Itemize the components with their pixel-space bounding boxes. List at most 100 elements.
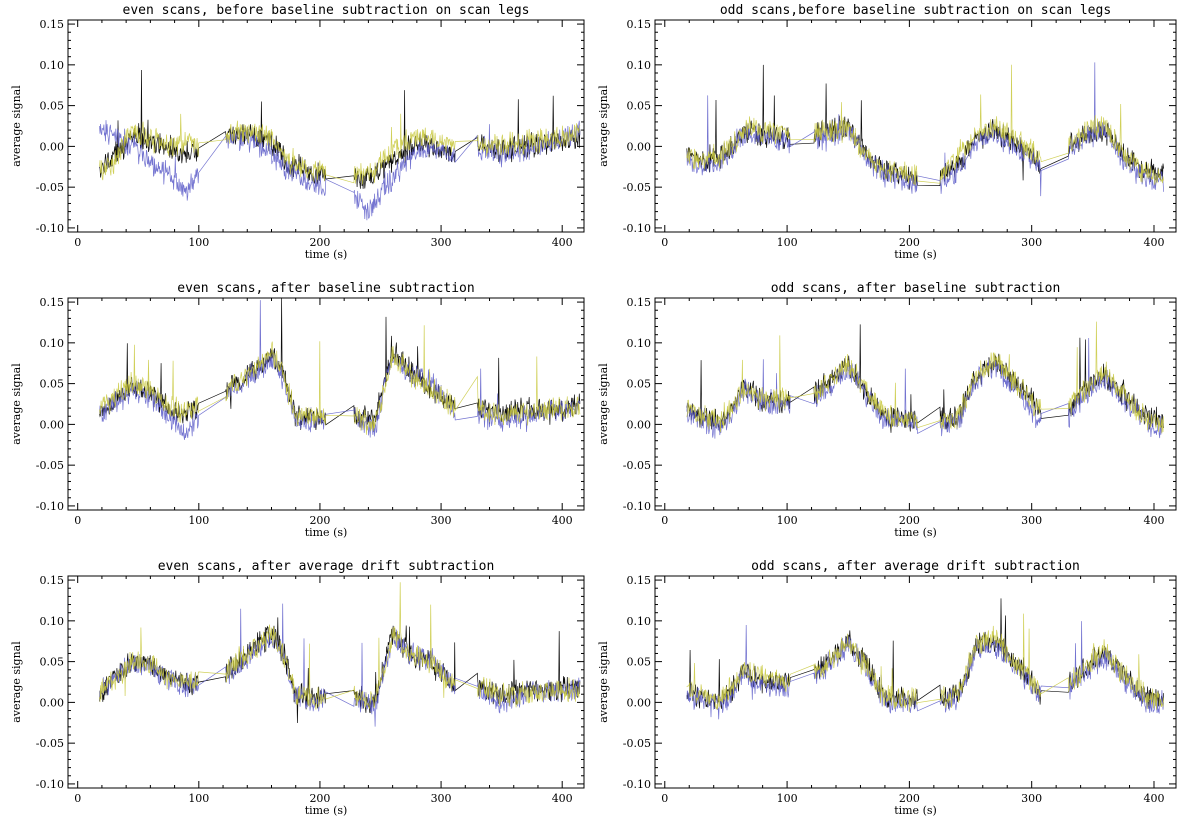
x-tick-label: 400 — [1143, 514, 1164, 527]
x-tick-label: 0 — [74, 236, 81, 249]
y-axis-label: average signal — [597, 363, 610, 445]
plot-frame — [67, 575, 585, 789]
chart-panel-2: odd scans,before baseline subtraction on… — [597, 3, 1177, 261]
series-black-line — [686, 598, 1164, 710]
chart-title: odd scans,before baseline subtraction on… — [720, 3, 1111, 18]
y-tick-label: 0.15 — [40, 574, 65, 587]
y-tick-label: 0.15 — [627, 296, 652, 309]
y-tick-label: 0.05 — [627, 656, 652, 669]
x-tick-label: 0 — [661, 514, 668, 527]
y-tick-label: -0.10 — [623, 500, 651, 513]
y-tick-label: 0.00 — [627, 418, 652, 431]
y-tick-label: 0.15 — [40, 18, 65, 31]
series-yellow-line — [686, 321, 1164, 434]
y-axis-label: average signal — [10, 641, 23, 723]
x-tick-label: 100 — [188, 514, 209, 527]
y-tick-label: -0.10 — [623, 778, 651, 791]
x-tick-label: 200 — [899, 514, 920, 527]
y-tick-label: -0.05 — [623, 737, 651, 750]
x-tick-label: 200 — [899, 792, 920, 805]
x-tick-label: 200 — [899, 236, 920, 249]
y-tick-label: -0.10 — [623, 222, 651, 235]
y-tick-label: -0.10 — [36, 222, 64, 235]
plot-frame — [654, 575, 1177, 789]
x-tick-label: 300 — [1021, 792, 1042, 805]
y-tick-label: 0.00 — [40, 418, 65, 431]
x-tick-label: 100 — [777, 792, 798, 805]
plot-frame — [654, 19, 1177, 233]
x-tick-label: 300 — [1021, 514, 1042, 527]
y-tick-label: 0.05 — [40, 378, 65, 391]
y-tick-label: 0.10 — [627, 337, 652, 350]
x-axis-label: time (s) — [894, 248, 937, 261]
y-tick-label: 0.15 — [40, 296, 65, 309]
x-tick-label: 100 — [777, 514, 798, 527]
x-tick-label: 0 — [661, 792, 668, 805]
y-tick-label: -0.05 — [36, 181, 64, 194]
series-yellow-line — [686, 613, 1164, 712]
y-axis-label: average signal — [10, 85, 23, 167]
series-yellow-line — [99, 582, 581, 710]
x-tick-label: 400 — [552, 236, 573, 249]
chart-panel-6: odd scans, after average drift subtracti… — [597, 559, 1177, 817]
x-tick-label: 400 — [1143, 236, 1164, 249]
y-tick-label: 0.00 — [40, 696, 65, 709]
x-axis-label: time (s) — [305, 804, 348, 817]
chart-title: even scans, after baseline subtraction — [177, 281, 474, 296]
x-tick-label: 0 — [74, 514, 81, 527]
chart-panel-1: even scans, before baseline subtraction … — [10, 3, 585, 261]
y-axis-label: average signal — [597, 85, 610, 167]
y-tick-label: -0.10 — [36, 500, 64, 513]
y-tick-label: 0.10 — [40, 337, 65, 350]
x-tick-label: 200 — [309, 514, 330, 527]
x-tick-label: 400 — [1143, 792, 1164, 805]
series-yellow-line — [99, 325, 581, 435]
x-axis-label: time (s) — [305, 248, 348, 261]
series-blue-line — [99, 603, 581, 727]
x-axis-label: time (s) — [894, 526, 937, 539]
chart-panel-4: odd scans, after baseline subtraction 0 10… — [597, 281, 1177, 539]
plot-area — [99, 69, 581, 221]
chart-panel-3: even scans, after baseline subtraction 0 1… — [10, 281, 585, 539]
y-axis-label: average signal — [597, 641, 610, 723]
y-tick-label: 0.00 — [627, 140, 652, 153]
series-black-line — [99, 69, 581, 189]
plot-area — [99, 582, 581, 727]
x-tick-label: 100 — [777, 236, 798, 249]
x-tick-label: 300 — [431, 236, 452, 249]
x-tick-label: 200 — [309, 792, 330, 805]
y-tick-label: -0.05 — [623, 181, 651, 194]
y-tick-label: 0.10 — [40, 615, 65, 628]
x-tick-label: 100 — [188, 792, 209, 805]
x-tick-label: 300 — [431, 792, 452, 805]
chart-title: even scans, before baseline subtraction … — [123, 3, 530, 18]
plot-frame — [67, 19, 585, 233]
x-tick-label: 200 — [309, 236, 330, 249]
y-axis-label: average signal — [10, 363, 23, 445]
plot-area — [99, 298, 581, 440]
y-tick-label: 0.10 — [627, 615, 652, 628]
chart-title: odd scans, after average drift subtracti… — [751, 559, 1080, 574]
x-axis-label: time (s) — [894, 804, 937, 817]
series-blue-line — [99, 300, 581, 440]
series-blue-line — [686, 337, 1164, 439]
y-tick-label: 0.05 — [40, 656, 65, 669]
x-tick-label: 400 — [552, 514, 573, 527]
y-tick-label: 0.00 — [40, 140, 65, 153]
y-tick-label: 0.05 — [40, 100, 65, 113]
y-tick-label: -0.05 — [36, 737, 64, 750]
series-blue-line — [99, 120, 581, 221]
plot-area — [686, 62, 1164, 197]
y-tick-label: 0.10 — [627, 59, 652, 72]
y-tick-label: 0.10 — [40, 59, 65, 72]
y-tick-label: -0.05 — [36, 459, 64, 472]
x-tick-label: 100 — [188, 236, 209, 249]
y-tick-label: 0.15 — [627, 574, 652, 587]
x-tick-label: 0 — [74, 792, 81, 805]
plot-frame — [67, 297, 585, 511]
y-tick-label: 0.15 — [627, 18, 652, 31]
chart-panel-5: even scans, after average drift subtract… — [10, 559, 585, 817]
plot-area — [686, 321, 1164, 439]
plot-frame — [654, 297, 1177, 511]
